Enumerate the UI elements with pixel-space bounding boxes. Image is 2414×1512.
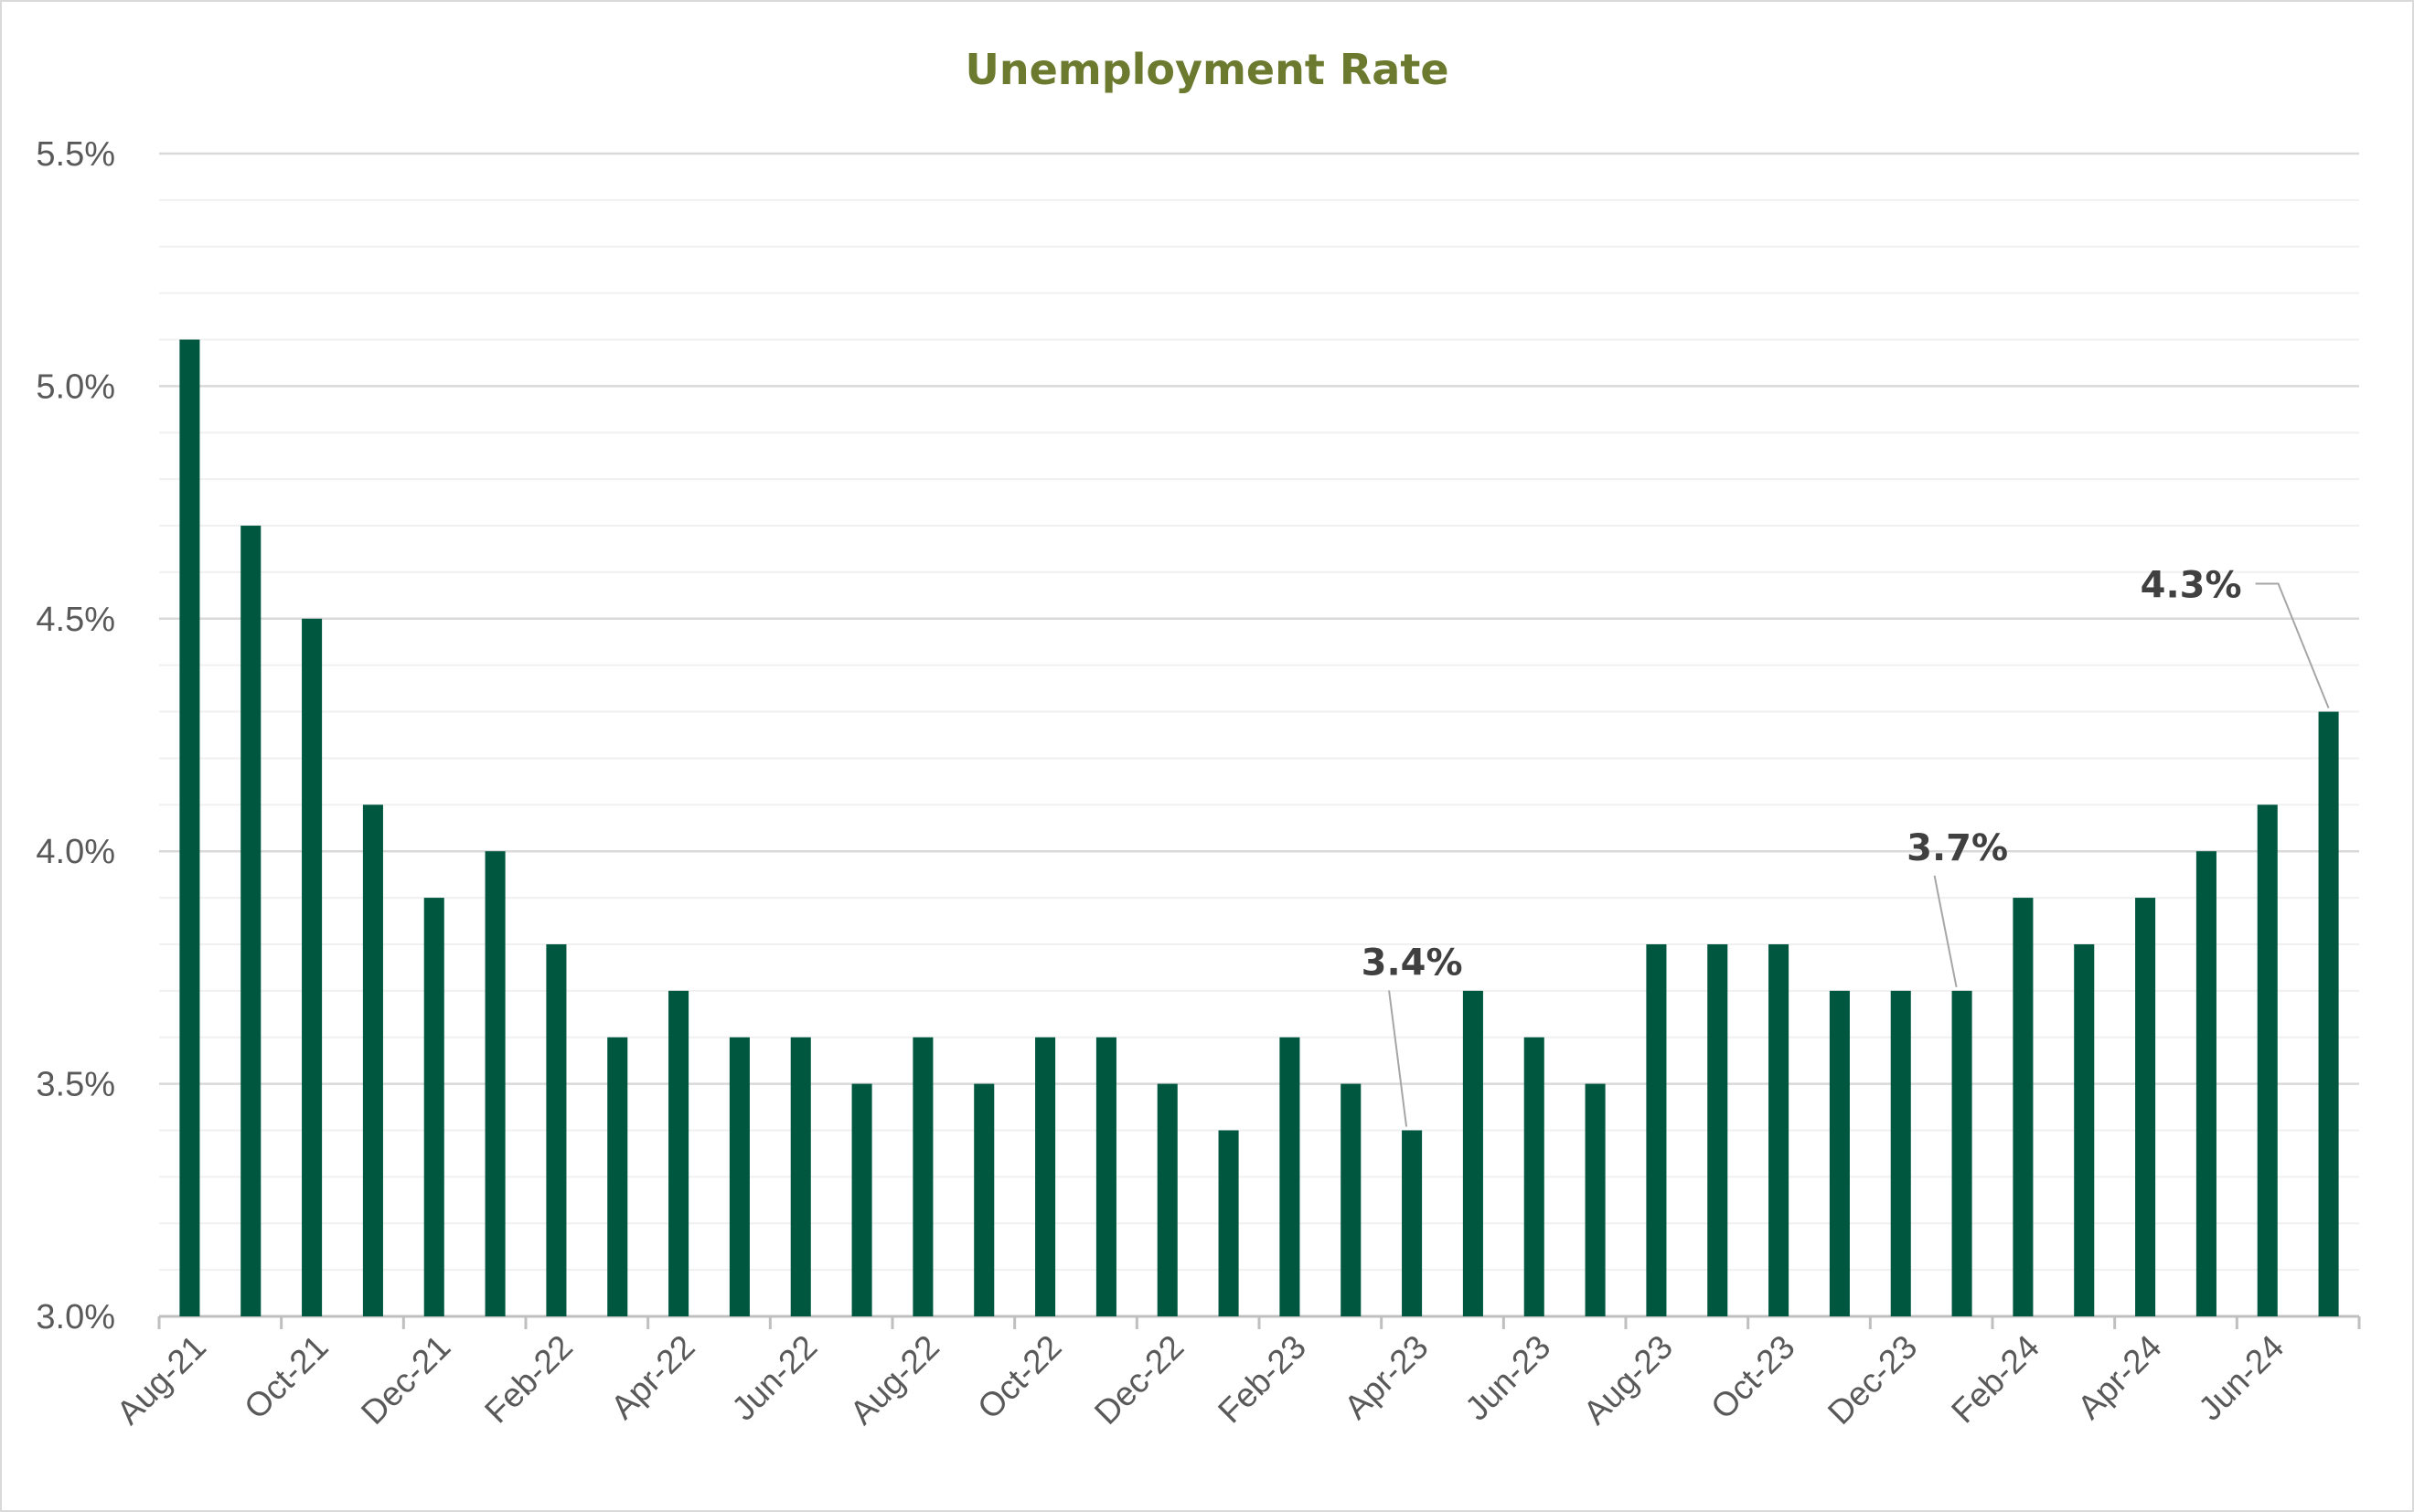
- x-tick-label: Dec-21: [354, 1328, 457, 1432]
- x-tick-label: Apr-22: [604, 1328, 702, 1427]
- x-tick-label: Jun-22: [724, 1328, 824, 1428]
- x-tick-label: Apr-24: [2070, 1328, 2169, 1427]
- x-tick-label: Aug-21: [110, 1328, 213, 1432]
- annotation-leader-line: [1388, 990, 1408, 1127]
- chart-title: Unemployment Rate: [965, 45, 1448, 94]
- annotation-label: 3.4%: [1362, 942, 1463, 984]
- y-tick-label: 4.5%: [36, 601, 115, 639]
- bar-apr-22: [668, 990, 689, 1316]
- bar-feb-23: [1279, 1037, 1300, 1316]
- y-tick-label: 5.5%: [36, 135, 115, 174]
- bar-jan-23: [1218, 1130, 1239, 1316]
- x-tick-label: Jun-23: [1458, 1328, 1557, 1428]
- bar-may-23: [1462, 990, 1483, 1316]
- bar-jul-22: [851, 1083, 872, 1316]
- bar-dec-23: [1890, 990, 1911, 1316]
- bar-sep-23: [1707, 943, 1728, 1316]
- x-tick-label: Dec-22: [1087, 1328, 1191, 1432]
- x-tick-label: Dec-23: [1821, 1328, 1924, 1432]
- x-tick-label: Feb-22: [477, 1328, 580, 1431]
- bar-jun-22: [790, 1037, 811, 1316]
- y-tick-label: 3.0%: [36, 1298, 115, 1336]
- annotations: 3.4% 3.7% 4.3%: [1362, 565, 2330, 1127]
- x-tick-label: Oct-23: [1704, 1328, 1802, 1427]
- axes: 3.0%3.5%4.0%4.5%5.0%5.5%Aug-21 Oct-21 Dec-…: [36, 135, 2361, 1432]
- x-tick-label: Feb-23: [1211, 1328, 1313, 1431]
- bar-sep-22: [974, 1083, 995, 1316]
- bar-jan-22: [485, 851, 506, 1316]
- bar-jun-23: [1523, 1037, 1544, 1316]
- bar-oct-21: [302, 618, 323, 1316]
- annotation-label: 4.3%: [2141, 565, 2242, 607]
- bar-mar-24: [2074, 943, 2095, 1316]
- bar-mar-23: [1341, 1083, 1362, 1316]
- bar-feb-24: [2013, 898, 2034, 1316]
- gridlines: [159, 152, 2359, 1272]
- x-tick-label: Apr-23: [1337, 1328, 1436, 1427]
- x-tick-label: Jun-24: [2191, 1328, 2291, 1428]
- y-tick-label: 3.5%: [36, 1066, 115, 1104]
- annotation-leader-line: [1933, 875, 1958, 988]
- bar-dec-22: [1157, 1083, 1178, 1316]
- bar-apr-23: [1402, 1130, 1423, 1316]
- bar-jun-24: [2257, 804, 2278, 1316]
- x-tick-label: Aug-23: [1576, 1328, 1680, 1432]
- bar-nov-22: [1095, 1037, 1116, 1316]
- bar-oct-23: [1768, 943, 1789, 1316]
- bar-dec-21: [423, 898, 444, 1316]
- bar-nov-23: [1829, 990, 1850, 1316]
- x-tick-label: Oct-22: [970, 1328, 1069, 1427]
- annotation-label: 3.7%: [1907, 827, 2008, 869]
- bar-aug-22: [913, 1037, 934, 1316]
- x-tick-label: Aug-22: [843, 1328, 946, 1432]
- bar-nov-21: [362, 804, 383, 1316]
- annotation-leader-line: [2255, 582, 2330, 708]
- y-tick-label: 4.0%: [36, 833, 115, 871]
- bar-jul-23: [1585, 1083, 1606, 1316]
- x-tick-label: Feb-24: [1944, 1328, 2046, 1431]
- bar-jul-24: [2318, 711, 2339, 1316]
- bars: [179, 339, 2339, 1316]
- x-tick-label: Oct-21: [237, 1328, 336, 1427]
- bar-oct-22: [1035, 1037, 1056, 1316]
- bar-feb-22: [546, 943, 567, 1316]
- bar-may-22: [729, 1037, 750, 1316]
- bar-sep-21: [240, 526, 262, 1316]
- bar-aug-21: [179, 339, 200, 1316]
- bar-jan-24: [1951, 990, 1972, 1316]
- bar-may-24: [2195, 851, 2216, 1316]
- bar-aug-23: [1646, 943, 1667, 1316]
- bar-apr-24: [2135, 898, 2156, 1316]
- bar-mar-22: [607, 1037, 628, 1316]
- y-tick-label: 5.0%: [36, 367, 115, 406]
